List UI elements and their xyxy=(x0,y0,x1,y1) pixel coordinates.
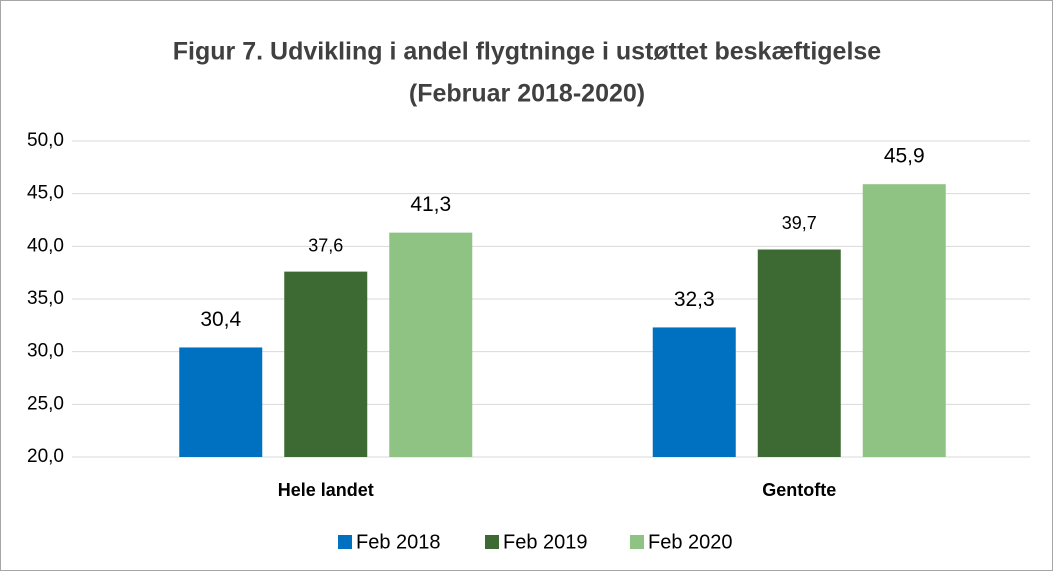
x-tick-label: Gentofte xyxy=(762,480,836,500)
y-tick-label: 20,0 xyxy=(27,446,64,467)
y-tick-label: 45,0 xyxy=(27,183,64,204)
bar xyxy=(284,271,368,457)
data-label: 37,6 xyxy=(308,235,343,255)
legend-label: Feb 2020 xyxy=(648,531,733,553)
legend-label: Feb 2019 xyxy=(503,531,588,553)
bar xyxy=(757,249,841,457)
legend-swatch xyxy=(630,535,644,549)
bar xyxy=(862,184,946,458)
y-tick-label: 35,0 xyxy=(27,288,64,309)
data-label: 32,3 xyxy=(674,288,715,311)
bar xyxy=(389,232,473,457)
chart-title: Figur 7. Udvikling i andel flygtninge i … xyxy=(173,38,882,66)
data-label: 30,4 xyxy=(200,308,241,331)
data-label: 41,3 xyxy=(410,193,451,216)
data-label: 39,7 xyxy=(782,213,817,233)
legend-swatch xyxy=(338,535,352,549)
legend-label: Feb 2018 xyxy=(356,531,441,553)
y-tick-label: 50,0 xyxy=(27,130,64,151)
bar xyxy=(179,347,263,457)
chart-subtitle: (Februar 2018-2020) xyxy=(409,80,645,108)
bar xyxy=(652,327,736,457)
legend-swatch xyxy=(485,535,499,549)
y-tick-label: 25,0 xyxy=(27,393,64,414)
data-label: 45,9 xyxy=(884,145,925,168)
y-tick-label: 30,0 xyxy=(27,341,64,362)
x-tick-label: Hele landet xyxy=(278,480,374,500)
y-tick-label: 40,0 xyxy=(27,235,64,256)
